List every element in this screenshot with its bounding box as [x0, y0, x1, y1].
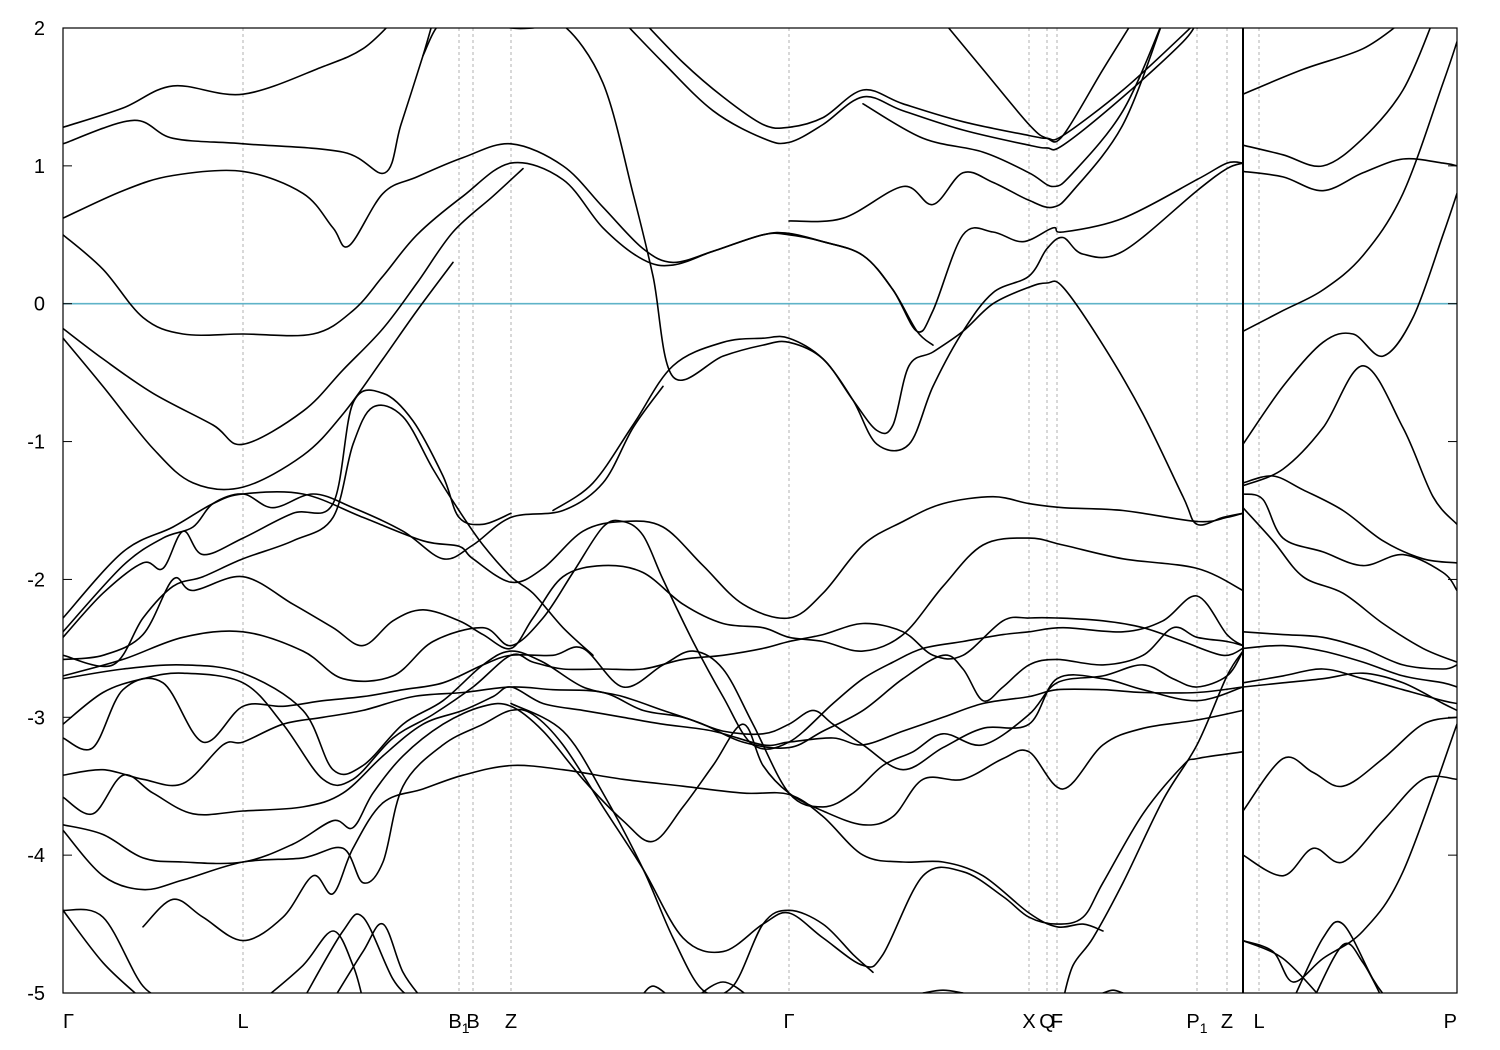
band-26	[63, 708, 1244, 968]
band-43	[1242, 192, 1457, 446]
y-tick-label-6: 1	[34, 156, 45, 178]
band-17	[63, 404, 594, 668]
plot-frame	[62, 27, 1458, 994]
x-tick-label-3: B	[466, 1011, 479, 1033]
band-11	[862, 28, 1161, 188]
band-13	[1196, 28, 1244, 29]
band-32	[305, 913, 406, 993]
x-tick-label-12: P	[1444, 1011, 1457, 1033]
band-1	[63, 28, 432, 175]
band-37	[1063, 650, 1244, 993]
x-tick-label-4: Z	[505, 1011, 517, 1033]
x-tick-label-8: F	[1051, 1011, 1063, 1033]
band-47	[1242, 506, 1457, 663]
y-axis-ticks: -5 -4 -3 -2 -1 0 1 2	[27, 18, 1457, 1005]
x-tick-label-1: L	[237, 1011, 248, 1033]
x-tick-label-7: Q	[1039, 1011, 1055, 1033]
band-34	[643, 985, 667, 993]
band-41	[1242, 157, 1457, 192]
x-tick-subscript-9: 1	[1200, 1020, 1208, 1036]
band-48	[1242, 631, 1457, 670]
y-tick-label-3: -2	[27, 569, 45, 591]
band-57	[1295, 920, 1384, 993]
y-tick-label-5: 0	[34, 294, 45, 316]
band-52	[1242, 716, 1457, 812]
band-55	[1242, 939, 1318, 993]
band-8	[648, 28, 1192, 141]
band-3	[63, 161, 934, 346]
y-tick-label-1: -4	[27, 845, 45, 867]
band-15	[63, 385, 664, 633]
band-36	[922, 989, 964, 993]
band-53	[1242, 775, 1457, 877]
band-49	[1242, 644, 1457, 688]
band-21	[63, 616, 1244, 787]
band-22	[63, 646, 1244, 808]
y-tick-label-7: 2	[34, 18, 45, 40]
band-42	[1242, 41, 1457, 333]
band-35	[700, 981, 746, 993]
x-tick-label-6: X	[1022, 1011, 1035, 1033]
band-56	[1315, 942, 1381, 993]
band-24	[63, 686, 1244, 816]
band-50	[1242, 668, 1457, 705]
band-54	[1242, 723, 1457, 983]
x-tick-label-11: L	[1253, 1011, 1264, 1033]
band-27	[63, 908, 153, 993]
band-46	[1242, 493, 1457, 592]
x-axis-ticks: Γ L B1B Z Γ X QF P1 Z L P	[63, 1011, 1457, 1036]
band-31	[336, 922, 419, 993]
vertical-gridlines	[242, 28, 1260, 993]
band-25	[63, 702, 1244, 865]
x-tick-label-10: Z	[1221, 1011, 1233, 1033]
band-40	[1242, 28, 1432, 168]
x-tick-subscript-2: 1	[462, 1020, 470, 1036]
band-19	[63, 519, 1244, 750]
x-tick-label-0: Γ	[63, 1011, 74, 1033]
band-4	[63, 167, 524, 446]
x-tick-label-5: Γ	[783, 1011, 794, 1033]
band-29	[142, 764, 1104, 942]
x-tick-label-9: P1	[1186, 1011, 1207, 1036]
band-5	[63, 261, 454, 491]
band-12	[788, 28, 1162, 223]
band-45	[1242, 475, 1457, 564]
band-30	[269, 930, 363, 993]
band-28	[63, 909, 137, 993]
band-0	[63, 28, 388, 129]
band-39	[1242, 28, 1396, 95]
band-curves	[63, 28, 1457, 993]
band-18	[63, 537, 1244, 661]
band-23	[63, 674, 1244, 787]
band-44	[1242, 365, 1457, 526]
band-14	[63, 491, 1244, 620]
band-33	[510, 702, 874, 993]
y-tick-label-2: -3	[27, 707, 45, 729]
y-tick-label-0: -5	[27, 983, 45, 1005]
y-tick-label-4: -1	[27, 432, 45, 454]
band-51	[1242, 672, 1457, 712]
band-10	[947, 28, 1130, 143]
band-7	[552, 162, 1244, 512]
band-20	[63, 626, 1244, 776]
band-6	[422, 28, 1244, 526]
band-38	[1102, 989, 1124, 993]
band-9	[628, 28, 1195, 151]
